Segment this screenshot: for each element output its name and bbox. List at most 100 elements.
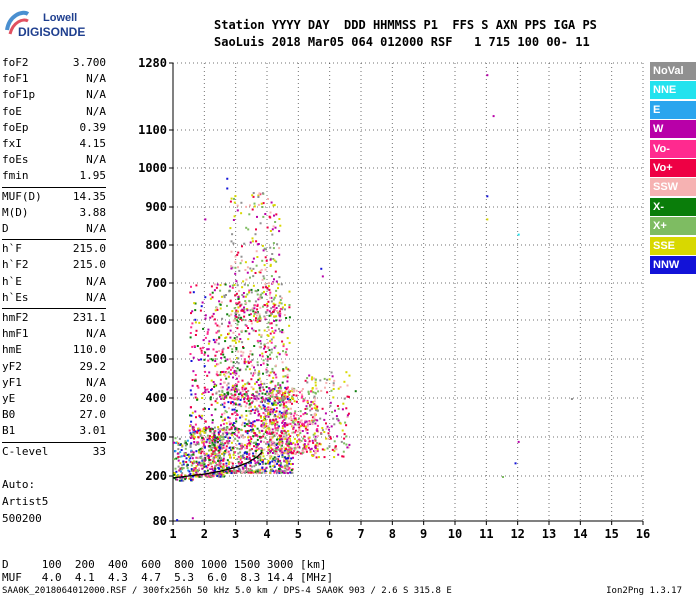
echo-point <box>175 470 178 473</box>
echo-point <box>189 336 192 339</box>
echo-point <box>249 276 251 279</box>
echo-point <box>284 424 287 427</box>
echo-point <box>262 275 265 278</box>
echo-point <box>241 354 244 357</box>
echo-point <box>237 306 240 309</box>
echo-point <box>190 414 193 417</box>
echo-point <box>288 390 291 393</box>
echo-point <box>275 289 278 292</box>
echo-point <box>264 399 267 402</box>
echo-point <box>287 451 290 454</box>
echo-point <box>236 413 238 416</box>
echo-point <box>264 311 267 314</box>
echo-point <box>257 196 260 198</box>
echo-point <box>231 233 234 236</box>
echo-point <box>255 317 257 320</box>
echo-point <box>220 439 223 442</box>
echo-point <box>231 339 234 342</box>
echo-point <box>235 302 238 305</box>
echo-point <box>250 288 253 291</box>
echo-point <box>230 401 233 403</box>
echo-point <box>236 361 238 363</box>
echo-point <box>275 315 278 318</box>
echo-point <box>275 419 278 422</box>
echo-point <box>198 475 201 478</box>
echo-point <box>275 393 278 396</box>
echo-point <box>321 448 324 451</box>
echo-point <box>262 435 265 438</box>
echo-point <box>268 400 271 403</box>
echo-point <box>254 233 257 236</box>
echo-point <box>248 402 251 405</box>
echo-point <box>276 461 278 464</box>
echo-point <box>220 459 223 462</box>
echo-point <box>263 457 266 460</box>
echo-point <box>190 479 192 482</box>
echo-point <box>267 452 270 455</box>
echo-point <box>181 472 184 475</box>
legend-item: NoVal <box>650 62 696 80</box>
param-value: N/A <box>86 72 106 86</box>
echo-point <box>204 428 207 431</box>
echo-point <box>231 350 234 353</box>
echo-point <box>285 353 288 356</box>
echo-point <box>201 393 204 395</box>
echo-point <box>252 455 255 457</box>
echo-point <box>248 410 251 413</box>
param-name: B0 <box>2 408 16 422</box>
echo-point <box>292 414 295 417</box>
echo-point <box>203 353 206 356</box>
echo-point <box>283 458 285 461</box>
echo-point <box>271 391 274 394</box>
echo-point <box>221 322 223 325</box>
echo-point <box>255 264 258 267</box>
echo-point <box>218 436 221 439</box>
echo-point <box>307 437 310 440</box>
echo-point <box>229 436 232 439</box>
echo-point <box>261 468 264 471</box>
echo-point <box>237 251 240 254</box>
echo-point <box>267 446 269 449</box>
echo-point <box>280 416 283 419</box>
echo-point <box>215 373 218 376</box>
echo-point <box>251 423 254 426</box>
echo-point <box>223 475 225 478</box>
echo-point <box>216 324 219 327</box>
echo-point <box>282 403 285 406</box>
param-row: foF1p N/A <box>2 88 106 104</box>
echo-point <box>270 327 273 329</box>
echo-point <box>274 434 277 436</box>
echo-point <box>216 453 219 455</box>
echo-point <box>215 391 218 394</box>
echo-point <box>274 329 277 332</box>
echo-point <box>293 412 296 415</box>
echo-point <box>272 336 275 339</box>
echo-point <box>264 345 266 348</box>
x-tick-label: 5 <box>295 527 302 541</box>
echo-point <box>238 375 240 378</box>
echo-point <box>517 440 520 443</box>
echo-point <box>234 384 237 387</box>
echo-point <box>221 429 224 432</box>
echo-point <box>260 268 263 271</box>
echo-point <box>231 464 234 467</box>
echo-point <box>215 350 218 353</box>
echo-point <box>243 398 246 401</box>
param-value: 215.0 <box>72 258 106 272</box>
echo-point <box>250 397 253 399</box>
echo-point <box>267 300 270 303</box>
echo-point <box>298 428 301 431</box>
echo-point <box>342 455 345 458</box>
echo-point <box>221 447 224 450</box>
echo-point <box>289 448 292 451</box>
echo-point <box>260 335 263 338</box>
echo-point <box>234 312 237 315</box>
echo-point <box>312 433 315 436</box>
echo-point <box>271 253 274 255</box>
echo-point <box>216 475 219 477</box>
echo-point <box>272 396 275 399</box>
echo-point <box>277 446 279 449</box>
echo-point <box>213 426 216 429</box>
echo-point <box>267 443 270 446</box>
echo-point <box>294 452 297 454</box>
